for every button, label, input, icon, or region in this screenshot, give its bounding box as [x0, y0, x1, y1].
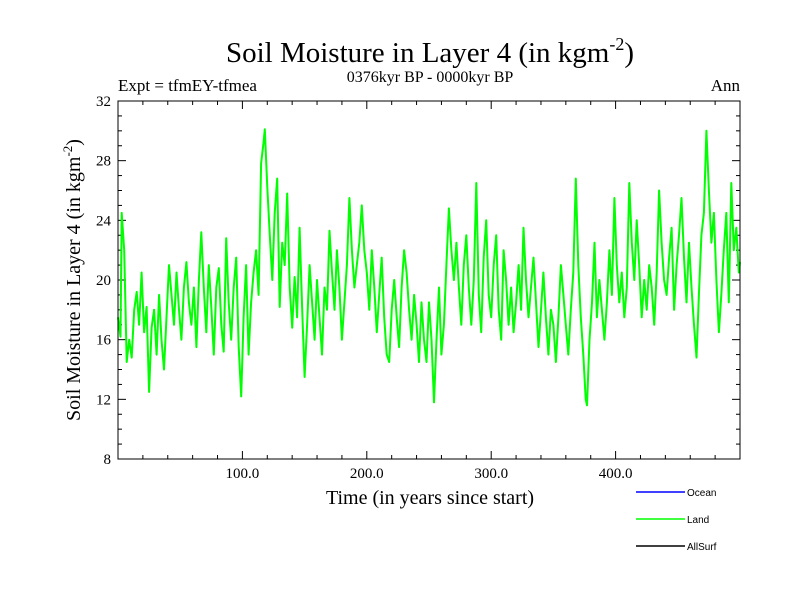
y-tick-label: 28: [96, 154, 111, 170]
y-tick-label: 12: [96, 392, 111, 408]
y-tick-label: 32: [96, 94, 111, 110]
time-range-label: 0376kyr BP - 0000kyr BP: [347, 69, 514, 86]
y-axis-label: Soil Moisture in Layer 4 (in kgm-2): [60, 139, 85, 421]
legend-label-allsurf: AllSurf: [687, 542, 717, 553]
legend-label-land: Land: [687, 515, 709, 526]
x-tick-label: 100.0: [226, 466, 260, 482]
x-tick-label: 300.0: [474, 466, 508, 482]
chart-title: Soil Moisture in Layer 4 (in kgm-2): [226, 34, 634, 69]
x-axis-label: Time (in years since start): [326, 487, 534, 509]
plot-frame: [117, 100, 741, 460]
experiment-label: Expt = tfmEY-tfmea: [118, 76, 257, 95]
y-tick-label: 20: [96, 273, 111, 289]
x-tick-label: 200.0: [350, 466, 384, 482]
series-line-land: [117, 128, 741, 407]
period-label: Ann: [711, 76, 741, 95]
legend-label-ocean: Ocean: [687, 488, 716, 499]
y-tick-label: 24: [96, 213, 112, 229]
legend: Ocean Land AllSurf: [636, 488, 717, 553]
x-tick-label: 400.0: [599, 466, 633, 482]
y-tick-label: 8: [104, 452, 112, 468]
y-tick-label: 16: [96, 333, 112, 349]
